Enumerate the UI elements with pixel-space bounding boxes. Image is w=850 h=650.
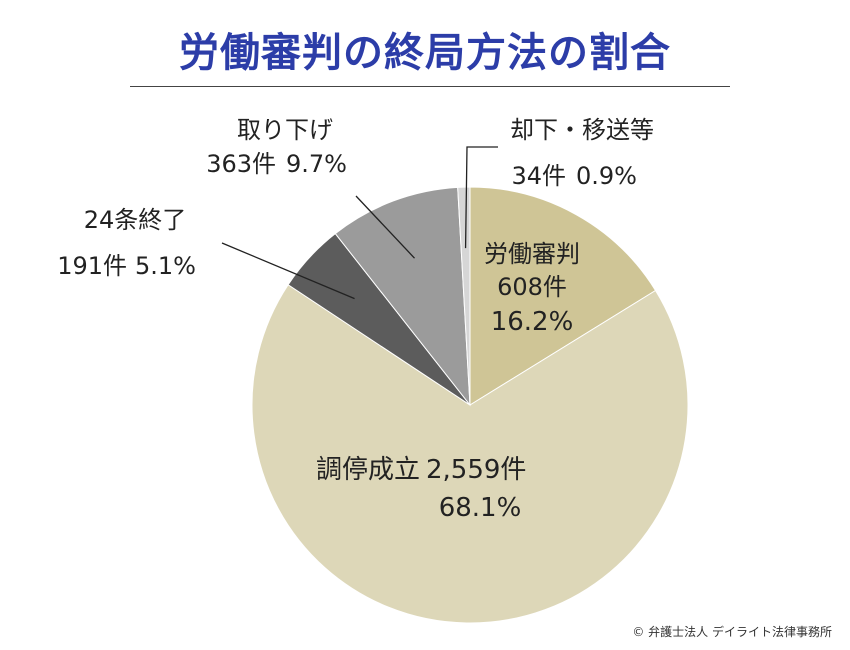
- label-chotei-name: 調停成立: [316, 455, 420, 485]
- label-rodo-shinpan-count: 608件: [497, 273, 567, 301]
- chart-title: 労働審判の終局方法の割合: [179, 30, 671, 76]
- title-underline: [130, 86, 730, 87]
- pie-slice-rodo-shinpan: [469, 186, 657, 406]
- pie-slice-chotei: [251, 284, 689, 624]
- label-chotei-count: 2,559件: [426, 455, 526, 485]
- label-rodo-shinpan-pct: 16.2%: [491, 307, 574, 337]
- pie-slice-torisage: [334, 186, 471, 407]
- label-24jo-name: 24条終了: [84, 206, 187, 234]
- label-kyakka-count: 34件: [511, 162, 566, 190]
- label-torisage-pct: 9.7%: [286, 150, 347, 178]
- leader-line-kyakka: [464, 146, 498, 249]
- label-kyakka-name: 却下・移送等: [510, 116, 654, 144]
- label-torisage-name: 取り下げ: [237, 116, 333, 144]
- leader-line-torisage: [355, 195, 415, 259]
- pie-slice-kyakka: [457, 186, 471, 406]
- label-chotei-pct: 68.1%: [439, 493, 522, 523]
- label-rodo-shinpan-name: 労働審判: [484, 240, 580, 268]
- label-24jo-count: 191件: [57, 252, 127, 280]
- label-torisage-count: 363件: [206, 150, 276, 178]
- leader-line-24jo: [221, 242, 355, 300]
- label-kyakka-pct: 0.9%: [576, 162, 637, 190]
- label-24jo-pct: 5.1%: [135, 252, 196, 280]
- copyright-notice: © 弁護士法人 デイライト法律事務所: [632, 625, 832, 639]
